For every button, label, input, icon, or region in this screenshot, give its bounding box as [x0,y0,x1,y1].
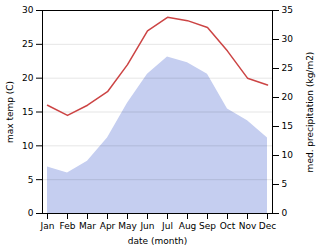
svg-text:30: 30 [22,5,34,15]
svg-text:15: 15 [282,121,293,131]
svg-text:10: 10 [22,141,34,151]
svg-text:Sep: Sep [199,221,216,231]
svg-text:Jun: Jun [139,221,154,231]
svg-text:30: 30 [282,34,294,44]
svg-text:Jan: Jan [40,221,55,231]
svg-text:5: 5 [282,179,288,189]
svg-text:Jul: Jul [161,221,173,231]
svg-text:Mar: Mar [79,221,96,231]
svg-text:Feb: Feb [60,221,76,231]
svg-text:15: 15 [22,107,33,117]
svg-text:20: 20 [22,73,34,83]
svg-text:5: 5 [28,175,34,185]
svg-text:date (month): date (month) [128,236,187,246]
svg-text:25: 25 [22,39,33,49]
svg-text:Dec: Dec [259,221,276,231]
svg-text:Nov: Nov [239,221,257,231]
svg-text:med. precipitation (kg/m2): med. precipitation (kg/m2) [305,52,315,173]
svg-text:35: 35 [282,5,293,15]
svg-text:25: 25 [282,63,293,73]
svg-text:10: 10 [282,150,294,160]
svg-text:Apr: Apr [100,221,116,231]
svg-text:20: 20 [282,92,294,102]
svg-text:Oct: Oct [220,221,236,231]
svg-text:0: 0 [282,208,288,218]
svg-text:May: May [118,221,137,231]
svg-text:Aug: Aug [179,221,197,231]
svg-text:0: 0 [28,208,34,218]
svg-text:max temp (C): max temp (C) [5,81,15,143]
